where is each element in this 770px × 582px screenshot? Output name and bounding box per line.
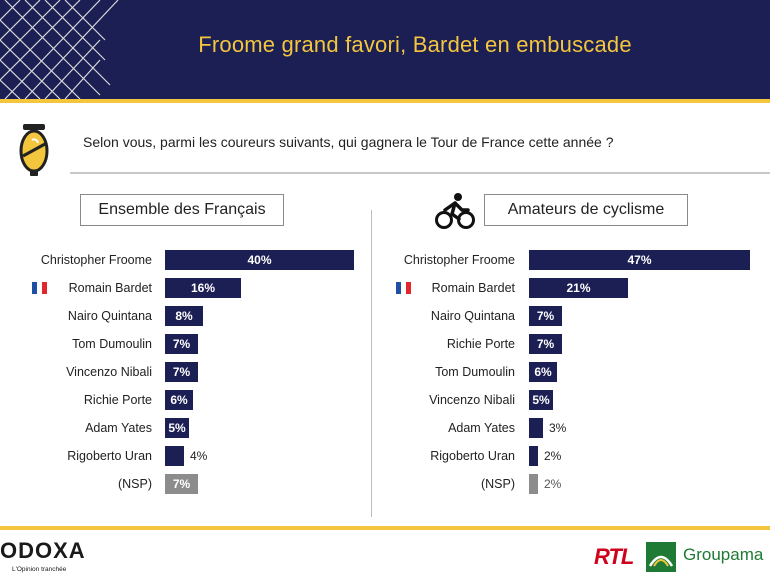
data-bar	[165, 306, 203, 326]
bar-row: Tom Dumoulin 7%	[0, 334, 370, 354]
panel-divider	[371, 210, 372, 517]
question-divider	[70, 172, 770, 174]
bar-row: Vincenzo Nibali 5%	[372, 390, 770, 410]
odoxa-logo: ODOXA	[0, 538, 86, 563]
data-bar	[165, 278, 241, 298]
data-label: 5%	[168, 421, 186, 435]
data-bar	[529, 418, 543, 438]
data-bar	[165, 390, 193, 410]
data-bar	[529, 306, 562, 326]
data-bar	[165, 474, 198, 494]
category-label: Adam Yates	[85, 421, 152, 435]
data-bar	[529, 250, 750, 270]
category-label: Christopher Froome	[403, 253, 515, 267]
groupama-logo-icon	[646, 542, 676, 572]
data-label: 2%	[544, 449, 562, 463]
category-label: Adam Yates	[448, 421, 515, 435]
chart-left: Christopher Froome 40% Romain Bardet 16% Nai…	[0, 250, 370, 500]
bar-row: Nairo Quintana 7%	[372, 306, 770, 326]
data-label: 21%	[566, 281, 591, 295]
data-label: 7%	[536, 309, 555, 323]
category-label: (NSP)	[480, 477, 515, 491]
category-label: Nairo Quintana	[67, 309, 152, 323]
data-bar	[165, 334, 198, 354]
category-label: Romain Bardet	[68, 281, 152, 295]
bar-row: Richie Porte 6%	[0, 390, 370, 410]
data-bar	[529, 474, 538, 494]
chart-right-title: Amateurs de cyclisme	[484, 194, 688, 226]
data-label: 7%	[172, 477, 191, 491]
bar-row: (NSP) 7%	[0, 474, 370, 494]
footer-accent-line	[0, 526, 770, 530]
category-label: Nairo Quintana	[430, 309, 515, 323]
chart-right: Christopher Froome 47% Romain Bardet 21% Nai…	[372, 250, 770, 500]
rtl-logo: RTL	[594, 544, 634, 569]
data-label: 40%	[247, 253, 272, 267]
bar-row: (NSP) 2%	[372, 474, 770, 494]
bar-row: Adam Yates 5%	[0, 418, 370, 438]
bar-row: Christopher Froome 40%	[0, 250, 370, 270]
category-label: Tom Dumoulin	[435, 365, 515, 379]
category-label: Tom Dumoulin	[72, 337, 152, 351]
bar-row: Rigoberto Uran 4%	[0, 446, 370, 466]
data-label: 5%	[532, 393, 550, 407]
data-label: 4%	[190, 449, 208, 463]
category-label: Rigoberto Uran	[67, 449, 152, 463]
bar-row: Adam Yates 3%	[372, 418, 770, 438]
odoxa-tagline: L'Opinion tranchée	[12, 566, 67, 573]
data-bar	[165, 446, 184, 466]
category-label: Rigoberto Uran	[430, 449, 515, 463]
bar-row: Nairo Quintana 8%	[0, 306, 370, 326]
data-bar	[529, 278, 628, 298]
data-label: 7%	[536, 337, 555, 351]
data-label: 7%	[172, 337, 191, 351]
france-flag-icon	[32, 282, 47, 294]
data-label: 6%	[534, 365, 552, 379]
data-bar	[529, 362, 557, 382]
data-bar	[529, 390, 553, 410]
chart-left-title: Ensemble des Français	[80, 194, 284, 226]
bar-row: Tom Dumoulin 6%	[372, 362, 770, 382]
category-label: Richie Porte	[446, 337, 515, 351]
category-label: Vincenzo Nibali	[429, 393, 515, 407]
data-label: 47%	[627, 253, 652, 267]
category-label: (NSP)	[117, 477, 152, 491]
bar-row: Richie Porte 7%	[372, 334, 770, 354]
category-label: Christopher Froome	[40, 253, 152, 267]
data-label: 6%	[170, 393, 188, 407]
question-badge-icon	[19, 124, 49, 176]
bar-row: Romain Bardet 16%	[0, 278, 370, 298]
data-bar	[165, 418, 189, 438]
groupama-logo: Groupama	[683, 545, 764, 564]
bar-row: Romain Bardet 21%	[372, 278, 770, 298]
category-label: Romain Bardet	[431, 281, 515, 295]
page-title: Froome grand favori, Bardet en embuscade	[198, 32, 632, 57]
data-bar	[165, 250, 354, 270]
bar-row: Rigoberto Uran 2%	[372, 446, 770, 466]
survey-question: Selon vous, parmi les coureurs suivants,…	[83, 134, 614, 150]
france-flag-icon	[396, 282, 411, 294]
bar-row: Vincenzo Nibali 7%	[0, 362, 370, 382]
data-bar	[529, 334, 562, 354]
data-label: 2%	[544, 477, 562, 491]
data-label: 8%	[175, 309, 193, 323]
data-bar	[165, 362, 198, 382]
data-label: 7%	[172, 365, 191, 379]
data-label: 16%	[190, 281, 216, 295]
header-pattern-graphic	[0, 0, 119, 99]
bar-row: Christopher Froome 47%	[372, 250, 770, 270]
data-bar	[529, 446, 538, 466]
header-banner: Froome grand favori, Bardet en embuscade	[0, 0, 770, 99]
data-label: 3%	[549, 421, 567, 435]
category-label: Richie Porte	[83, 393, 152, 407]
header-accent-line	[0, 99, 770, 103]
category-label: Vincenzo Nibali	[66, 365, 152, 379]
bicycle-icon	[435, 193, 475, 229]
